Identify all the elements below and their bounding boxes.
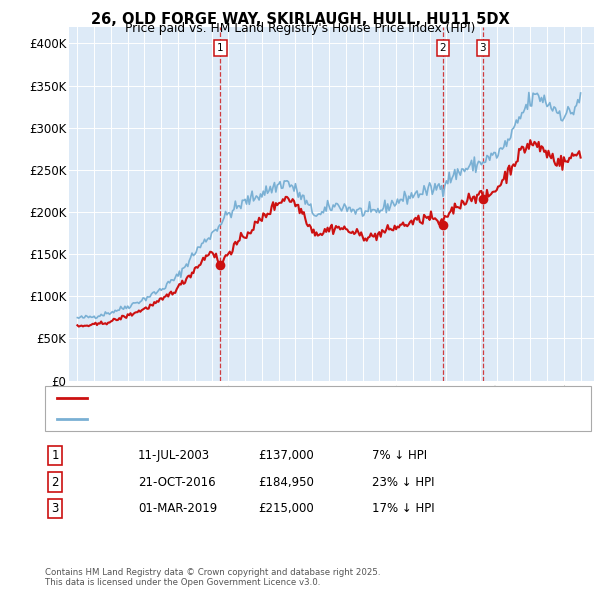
- Text: 1: 1: [52, 449, 59, 462]
- Text: 23% ↓ HPI: 23% ↓ HPI: [372, 476, 434, 489]
- Text: 26, OLD FORGE WAY, SKIRLAUGH, HULL, HU11 5DX: 26, OLD FORGE WAY, SKIRLAUGH, HULL, HU11…: [91, 12, 509, 27]
- Text: 17% ↓ HPI: 17% ↓ HPI: [372, 502, 434, 515]
- Text: £137,000: £137,000: [258, 449, 314, 462]
- Text: £184,950: £184,950: [258, 476, 314, 489]
- Text: 26, OLD FORGE WAY, SKIRLAUGH, HULL, HU11 5DX (detached house): 26, OLD FORGE WAY, SKIRLAUGH, HULL, HU11…: [93, 394, 455, 404]
- Text: 1: 1: [217, 42, 224, 53]
- Text: 3: 3: [479, 42, 486, 53]
- Text: £215,000: £215,000: [258, 502, 314, 515]
- Text: 21-OCT-2016: 21-OCT-2016: [138, 476, 215, 489]
- Text: 01-MAR-2019: 01-MAR-2019: [138, 502, 217, 515]
- Text: Price paid vs. HM Land Registry's House Price Index (HPI): Price paid vs. HM Land Registry's House …: [125, 22, 475, 35]
- Text: HPI: Average price, detached house, East Riding of Yorkshire: HPI: Average price, detached house, East…: [93, 414, 409, 424]
- Text: 11-JUL-2003: 11-JUL-2003: [138, 449, 210, 462]
- Text: 2: 2: [440, 42, 446, 53]
- Text: 7% ↓ HPI: 7% ↓ HPI: [372, 449, 427, 462]
- Text: Contains HM Land Registry data © Crown copyright and database right 2025.
This d: Contains HM Land Registry data © Crown c…: [45, 568, 380, 587]
- Text: 2: 2: [52, 476, 59, 489]
- Text: 3: 3: [52, 502, 59, 515]
